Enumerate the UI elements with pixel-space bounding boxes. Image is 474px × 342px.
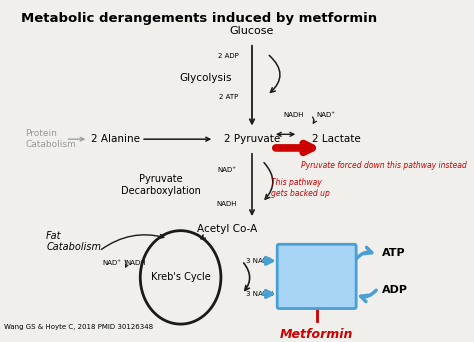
Text: 2 Lactate: 2 Lactate [311, 134, 360, 144]
Text: NADH: NADH [126, 260, 146, 266]
Text: NAD⁺: NAD⁺ [218, 167, 237, 173]
Text: 2 Pyruvate: 2 Pyruvate [224, 134, 280, 144]
Text: ATP: ATP [382, 248, 406, 258]
Text: ADP: ADP [382, 285, 408, 295]
Text: Kreb's Cycle: Kreb's Cycle [151, 272, 210, 282]
Text: Fat
Catabolism: Fat Catabolism [46, 231, 101, 252]
Text: This pathway
gets backed up: This pathway gets backed up [271, 178, 330, 198]
Text: Acetyl Co-A: Acetyl Co-A [197, 224, 257, 234]
Text: 2 ATP: 2 ATP [219, 94, 238, 100]
Text: NADH: NADH [284, 112, 304, 118]
Text: NAD⁺: NAD⁺ [102, 260, 121, 266]
Text: NAD⁺: NAD⁺ [317, 112, 336, 118]
Text: Metabolic derangements induced by metformin: Metabolic derangements induced by metfor… [21, 12, 377, 25]
Text: Wang GS & Hoyte C, 2018 PMID 30126348: Wang GS & Hoyte C, 2018 PMID 30126348 [4, 324, 153, 330]
Text: NADH: NADH [216, 201, 237, 207]
Text: Mitochondrial
transport
chain: Mitochondrial transport chain [279, 260, 355, 293]
Text: Pyruvate forced down this pathway instead: Pyruvate forced down this pathway instea… [301, 161, 466, 170]
Text: Glycolysis: Glycolysis [180, 73, 232, 83]
FancyBboxPatch shape [277, 244, 356, 308]
Text: 2 Alanine: 2 Alanine [91, 134, 140, 144]
Text: 2 ADP: 2 ADP [218, 53, 238, 60]
Text: Glucose: Glucose [230, 26, 274, 36]
Text: Metformin: Metformin [280, 328, 353, 341]
Text: Protein
Catabolism: Protein Catabolism [25, 130, 76, 149]
Text: 3 NAD⁺: 3 NAD⁺ [246, 258, 272, 264]
Text: 3 NADH: 3 NADH [246, 291, 273, 297]
Text: Pyruvate
Decarboxylation: Pyruvate Decarboxylation [121, 174, 201, 196]
